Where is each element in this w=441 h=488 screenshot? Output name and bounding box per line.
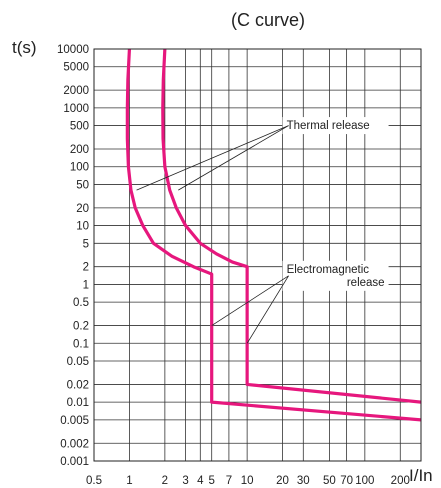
annotation-box xyxy=(282,117,389,135)
x-tick-label: 50 xyxy=(323,475,336,487)
x-tick-label: 4 xyxy=(197,475,204,487)
x-axis-label: I/In xyxy=(409,466,433,485)
y-tick-label: 0.001 xyxy=(60,456,89,468)
x-tick-label: 7 xyxy=(226,475,232,487)
x-tick-label: 0.5 xyxy=(86,475,102,487)
x-tick-label: 10 xyxy=(241,475,254,487)
x-tick-label: 1 xyxy=(126,475,132,487)
annotation-leader-line xyxy=(246,275,289,344)
x-tick-label: 70 xyxy=(340,475,353,487)
y-tick-label: 0.002 xyxy=(60,438,89,450)
trip-curve-1 xyxy=(125,48,421,422)
y-tick-label: 0.2 xyxy=(73,321,89,333)
grid xyxy=(94,49,421,461)
y-tick-label: 0.5 xyxy=(73,297,89,309)
y-tick-label: 0.005 xyxy=(60,415,89,427)
trip-curve-2 xyxy=(161,48,421,404)
x-tick-label: 5 xyxy=(209,475,215,487)
y-tick-label: 5000 xyxy=(63,62,89,74)
y-tick-label: 100 xyxy=(70,162,89,174)
annotation-leader-line xyxy=(136,125,289,191)
curves xyxy=(125,48,421,422)
x-tick-label: 30 xyxy=(297,475,310,487)
y-tick-label: 10000 xyxy=(57,44,89,56)
y-tick-label: 50 xyxy=(76,179,89,191)
tick-labels: 0.5 1 2 3 4 5 7 10 20 30 50 70 100 200100005000200010… xyxy=(57,44,410,487)
y-tick-label: 10 xyxy=(76,221,89,233)
annotation-leader-line xyxy=(211,275,289,326)
y-tick-label: 200 xyxy=(70,144,89,156)
plot-frame xyxy=(93,48,422,462)
y-tick-label: 0.05 xyxy=(67,356,89,368)
y-tick-label: 5 xyxy=(83,238,89,250)
y-tick-label: 2000 xyxy=(63,85,89,97)
annotation-label: Thermal release xyxy=(287,120,370,132)
y-tick-label: 0.02 xyxy=(67,379,89,391)
x-tick-label: 200 xyxy=(391,475,410,487)
annotation-leader-line xyxy=(178,125,289,191)
annotation-label: Electromagnetic xyxy=(287,264,370,276)
y-tick-label: 2 xyxy=(83,262,89,274)
y-tick-label: 20 xyxy=(76,203,89,215)
x-tick-label: 100 xyxy=(355,475,374,487)
x-tick-label: 3 xyxy=(182,475,188,487)
y-tick-label: 0.01 xyxy=(67,397,89,409)
annotation-label: release xyxy=(347,277,385,289)
y-tick-label: 1 xyxy=(83,279,89,291)
y-tick-label: 1000 xyxy=(63,103,89,115)
x-tick-label: 2 xyxy=(162,475,168,487)
chart-title: (C curve) xyxy=(231,10,305,30)
annotation-box xyxy=(282,260,389,291)
y-tick-label: 500 xyxy=(70,121,89,133)
y-axis-label: t(s) xyxy=(12,38,37,57)
x-tick-label: 20 xyxy=(276,475,289,487)
y-tick-label: 0.1 xyxy=(73,338,89,350)
